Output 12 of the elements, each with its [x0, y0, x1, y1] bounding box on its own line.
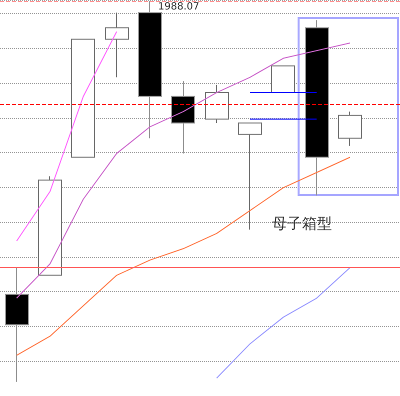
candlestick	[171, 80, 195, 154]
candlestick	[5, 267, 29, 382]
candlestick	[105, 12, 129, 78]
candlestick	[271, 65, 295, 94]
candlestick	[305, 20, 329, 196]
annotation: 母子箱型	[272, 214, 332, 232]
candlestick	[71, 38, 95, 158]
candlestick	[205, 84, 229, 124]
candlestick	[238, 122, 262, 230]
candlestick	[38, 176, 62, 276]
candlestick	[338, 111, 362, 146]
annotation: 1988.07	[158, 2, 200, 13]
